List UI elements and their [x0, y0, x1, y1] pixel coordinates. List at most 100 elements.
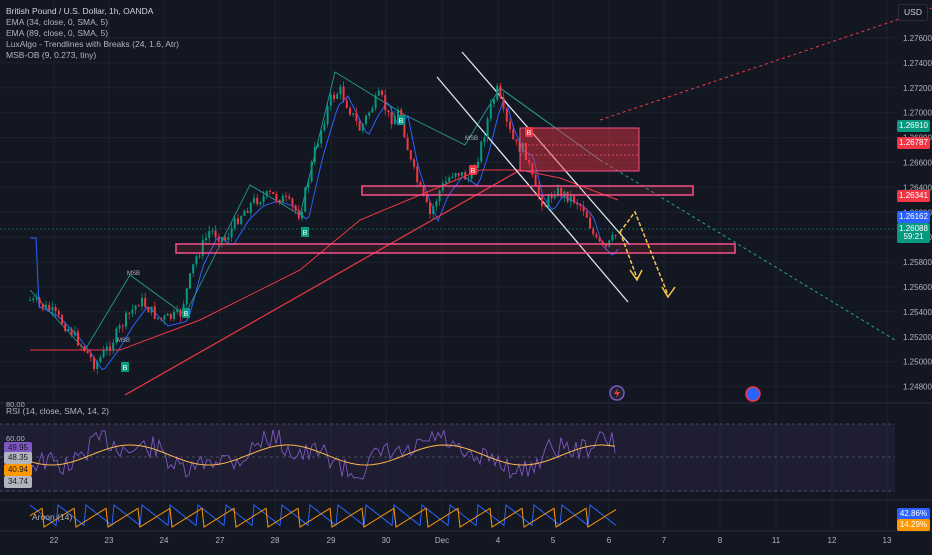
candle-body: [275, 194, 278, 200]
candle-body: [176, 309, 179, 312]
ema89-legend[interactable]: EMA (89, close, 0, SMA, 5): [6, 28, 109, 38]
candle-body: [534, 175, 537, 186]
candle-body: [413, 159, 415, 167]
candle-body: [323, 124, 326, 131]
break-marker-label: B: [399, 118, 404, 125]
trendline-support: [124, 169, 521, 396]
break-marker: [121, 362, 129, 372]
candle-body: [438, 190, 441, 202]
candle-body: [73, 331, 76, 336]
candle-body: [566, 191, 569, 202]
candle-body: [310, 162, 313, 182]
candle-body: [160, 317, 163, 320]
candle-body: [192, 264, 195, 274]
candle-body: [406, 137, 409, 151]
candle-body: [384, 95, 387, 111]
candle-body: [51, 307, 54, 311]
ema89-line: [30, 169, 619, 351]
projection-arrow: [619, 231, 638, 279]
projection-arrowhead: [629, 269, 643, 282]
candle-body: [547, 195, 550, 207]
candle-body: [349, 108, 351, 115]
aroon-down-line: [29, 507, 617, 528]
candle-body: [333, 94, 335, 99]
resistance-zone: [361, 185, 694, 196]
price-tick: 1.27000: [903, 109, 932, 118]
candle-body: [57, 311, 60, 315]
break-marker: [301, 227, 309, 237]
aroon-badge: 42.86%: [897, 508, 930, 520]
candle-body: [576, 202, 579, 205]
candle-body: [390, 112, 393, 125]
candle-body: [173, 311, 175, 319]
candle-body: [352, 113, 355, 115]
candle-body: [291, 198, 294, 206]
price-badge: 1.26162: [897, 211, 930, 223]
candle-body: [144, 297, 147, 308]
candle-body: [93, 357, 95, 369]
luxalgo-legend[interactable]: LuxAlgo - Trendlines with Breaks (24, 1.…: [6, 39, 179, 49]
candle-body: [528, 160, 531, 164]
candle-body: [243, 210, 246, 216]
candle-body: [301, 211, 303, 219]
candle-body: [89, 353, 92, 358]
trendline-resistance: [499, 87, 601, 161]
candle-body: [288, 196, 291, 199]
candle-body: [448, 177, 451, 182]
candle-body: [262, 196, 265, 203]
trendline-extension: [599, 7, 932, 121]
price-tick: 1.27200: [903, 84, 932, 93]
candle-body: [179, 309, 182, 317]
candle-body: [201, 239, 204, 256]
currency-button[interactable]: USD: [898, 4, 928, 21]
candle-body: [569, 195, 572, 202]
ema34-legend[interactable]: EMA (34, close, 0, SMA, 5): [6, 17, 109, 27]
candle-body: [48, 304, 51, 311]
candle-body: [557, 187, 559, 196]
candle-body: [134, 305, 137, 310]
break-marker-label: B: [471, 168, 476, 175]
candle-body: [345, 100, 348, 108]
candle-body: [285, 195, 287, 197]
candle-body: [336, 94, 339, 99]
zigzag-line: [29, 71, 501, 351]
candle-body: [515, 139, 518, 142]
break-marker-label: B: [527, 130, 532, 137]
candle-body: [54, 307, 57, 311]
msb-legend[interactable]: MSB-OB (9, 0.273, tiny): [6, 50, 97, 60]
candle-body: [531, 163, 534, 175]
lightning-glyph: [614, 388, 620, 398]
candle-body: [141, 297, 143, 307]
time-tick: 13: [883, 536, 892, 545]
candle-body: [387, 110, 390, 112]
time-tick: 24: [160, 536, 169, 545]
candle-body: [377, 90, 380, 96]
symbol-title[interactable]: British Pound / U.S. Dollar, 1h, OANDA: [6, 6, 154, 16]
candle-body: [553, 195, 556, 199]
candle-body: [115, 328, 118, 343]
candle-body: [461, 172, 463, 176]
candle-body: [227, 237, 230, 241]
candle-body: [368, 112, 371, 116]
candle-body: [563, 191, 566, 197]
price-badge: 1.26910: [897, 120, 930, 132]
candle-body: [230, 228, 233, 238]
candle-body: [150, 306, 153, 313]
candle-body: [467, 178, 470, 180]
time-tick: 23: [105, 536, 114, 545]
candle-body: [358, 121, 361, 131]
rsi-badge: 49.95: [4, 442, 32, 454]
candle-body: [592, 228, 595, 235]
candle-body: [185, 288, 188, 305]
candle-body: [429, 202, 431, 214]
candle-body: [83, 346, 86, 352]
candle-body: [480, 141, 483, 162]
candle-body: [195, 256, 198, 265]
time-tick: 22: [50, 536, 59, 545]
candle-body: [38, 298, 41, 304]
candle-body: [157, 317, 159, 319]
price-tick: 1.25200: [903, 333, 932, 342]
candle-body: [326, 106, 329, 125]
